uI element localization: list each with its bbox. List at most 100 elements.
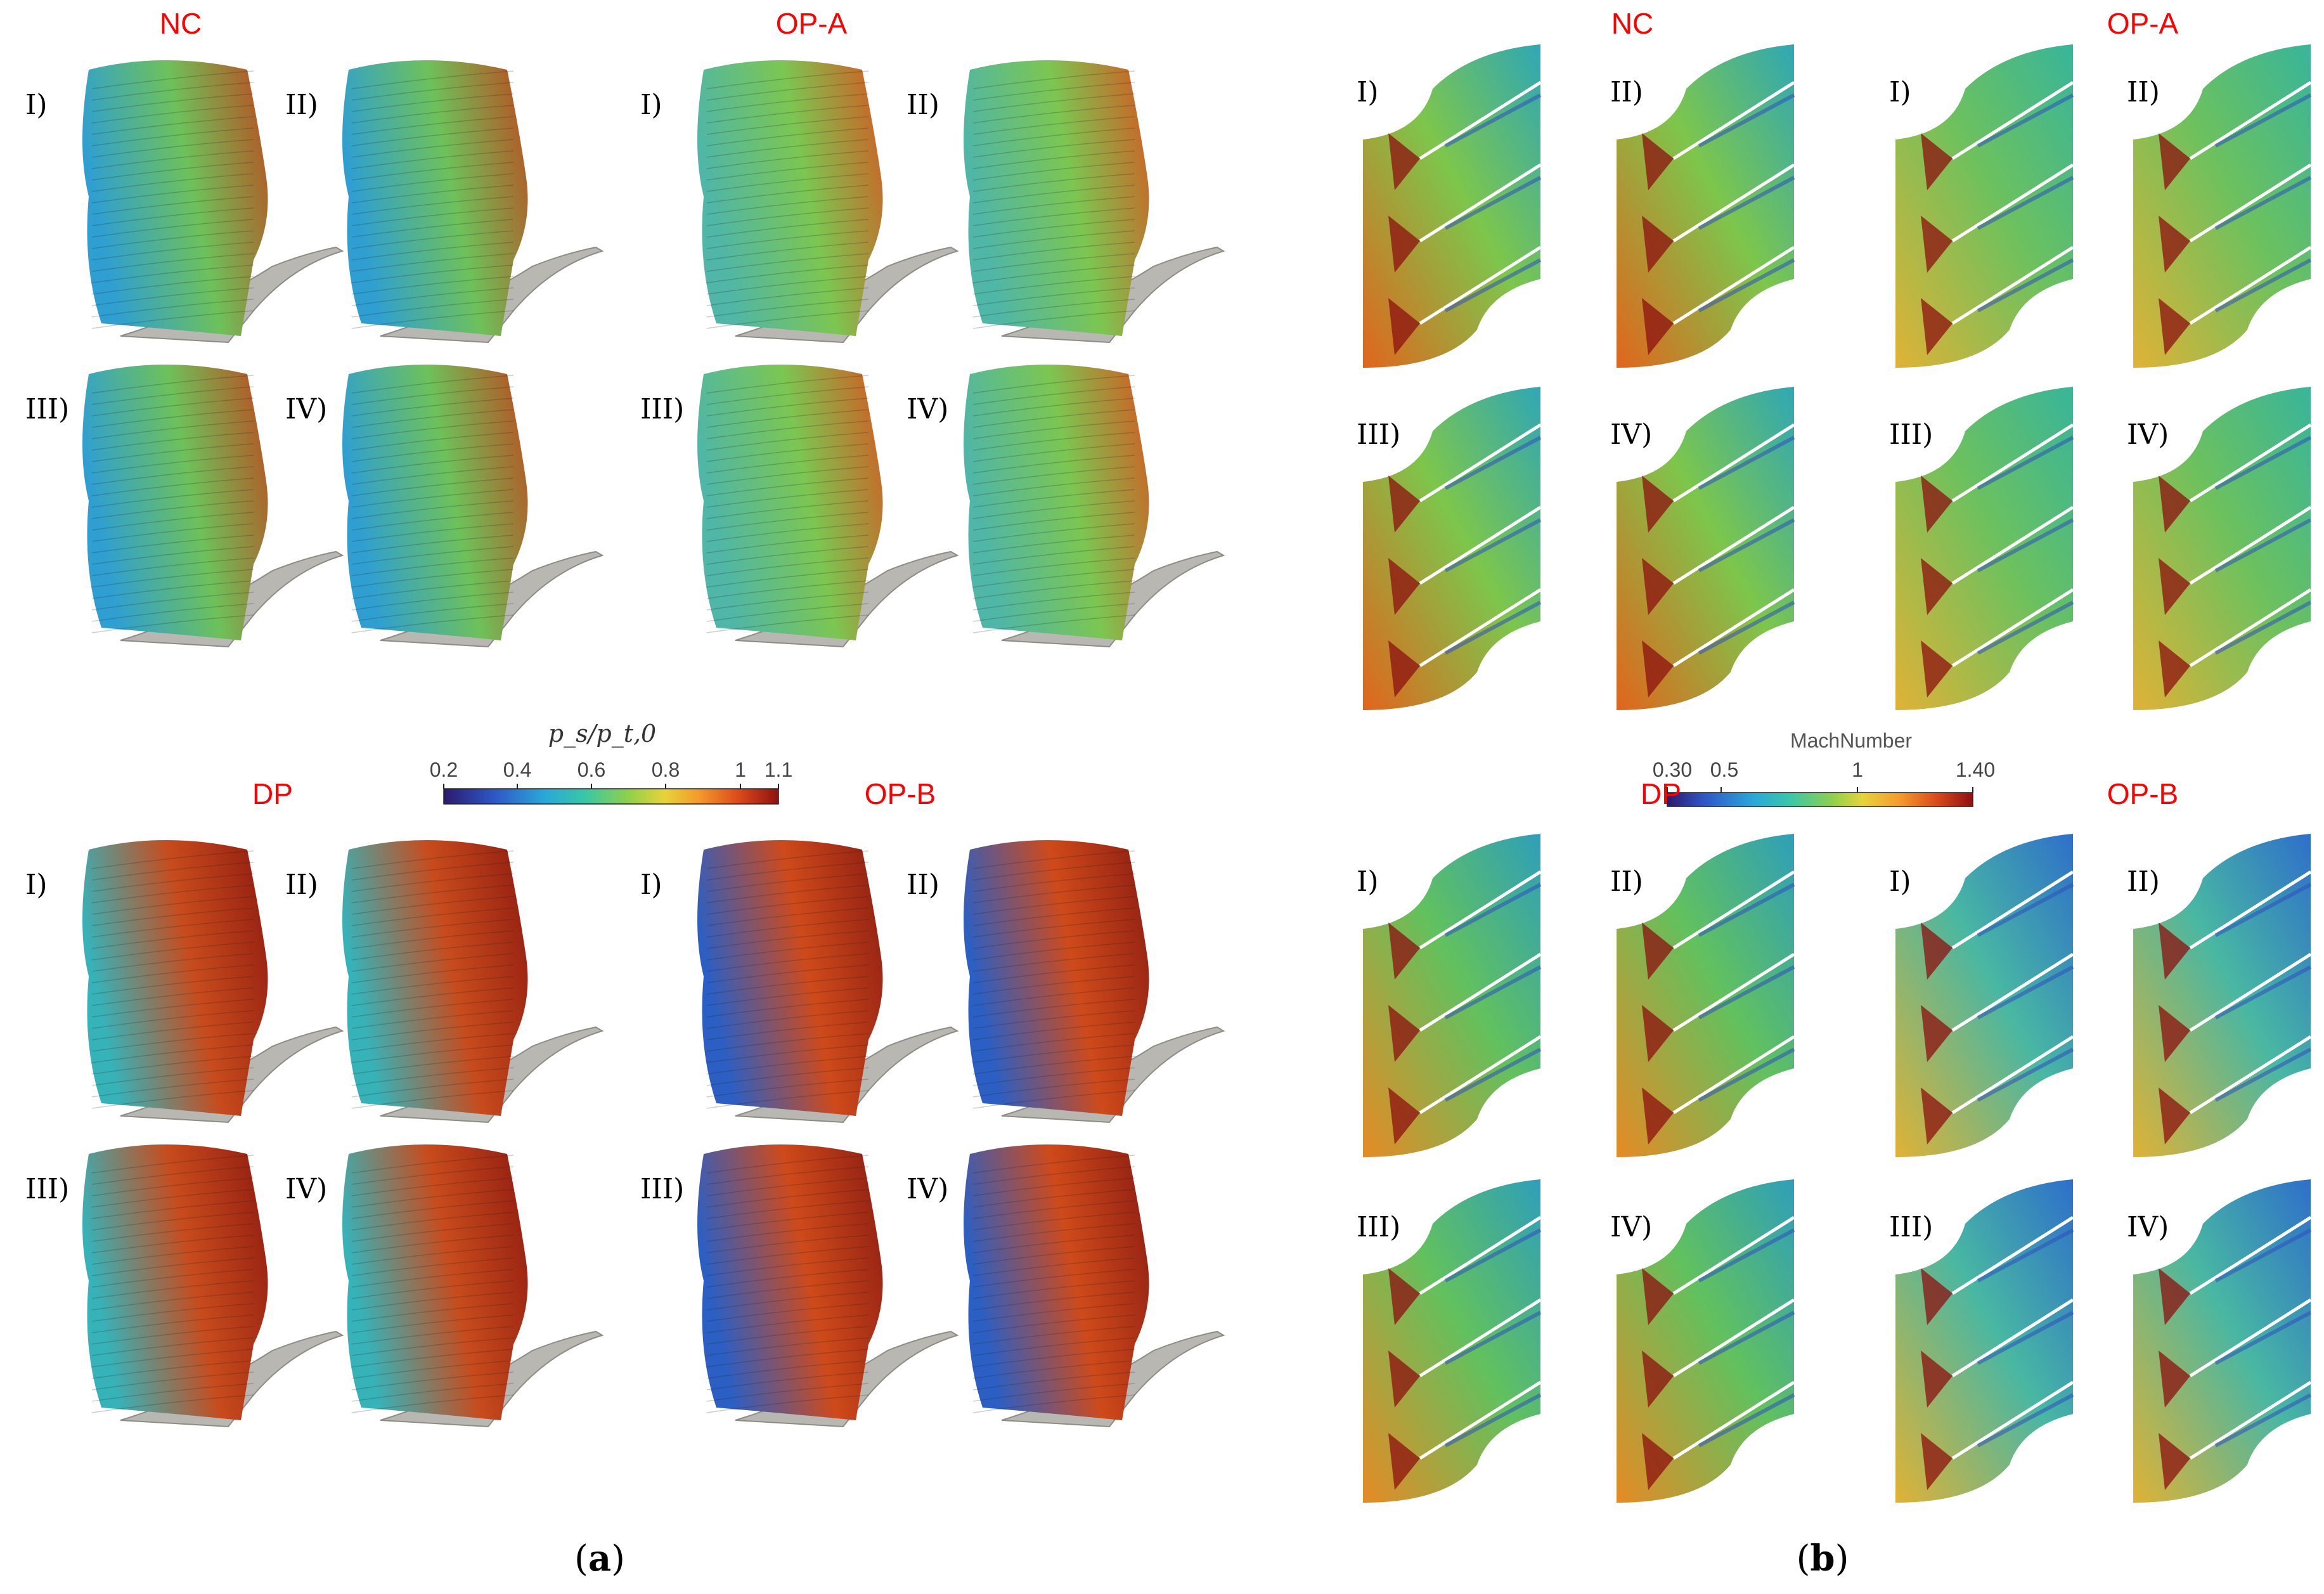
colorbar-a-tick-label: 1.1 <box>764 758 793 781</box>
shock-region <box>1642 216 1674 273</box>
shock-region <box>2159 216 2190 273</box>
wake <box>2214 1047 2312 1102</box>
wake <box>1977 965 2074 1020</box>
wake <box>1977 1311 2074 1365</box>
mach-contour-plot <box>2133 834 2312 1157</box>
colorbar-b-gradient <box>1667 792 1973 807</box>
shock-region <box>1921 216 1953 273</box>
streamline <box>351 512 514 531</box>
shock-region <box>1388 476 1420 533</box>
streamline <box>706 999 869 1018</box>
wake <box>1444 436 1542 490</box>
streamline <box>91 1212 254 1231</box>
colorbar-b-title-text: MachNumber <box>1790 729 1913 752</box>
streamline <box>972 162 1135 181</box>
streamline <box>91 139 254 158</box>
streamline <box>351 375 514 394</box>
blade-cut <box>1419 1298 1542 1378</box>
streamline <box>91 1246 254 1265</box>
subplot-label-b: II) <box>2127 76 2160 108</box>
passage-domain <box>1617 834 1794 1157</box>
streamline <box>351 230 514 249</box>
streamline <box>91 512 254 531</box>
streamline <box>91 287 254 306</box>
blade-surface-plot <box>82 365 344 648</box>
streamline <box>972 93 1135 112</box>
group-title-b-0: NC <box>1611 7 1654 40</box>
blade-cut <box>1672 163 1795 243</box>
colorbar-a-tick-label: 0.6 <box>577 758 606 781</box>
blade-cut <box>1419 588 1542 668</box>
mach-contour-plot <box>1363 44 1542 368</box>
streamline <box>972 1090 1135 1109</box>
streamline <box>706 299 869 318</box>
streamline <box>91 162 254 181</box>
streamline <box>706 127 869 146</box>
blade-cut <box>1419 1380 1542 1460</box>
streamline <box>91 907 254 926</box>
blade-cut <box>2189 1298 2312 1378</box>
subplot-label-b: II) <box>1610 865 1643 898</box>
shock-region <box>1388 923 1420 980</box>
blade-cut <box>2189 245 2312 325</box>
streamline <box>91 196 254 215</box>
streamline <box>706 1257 869 1276</box>
streamline <box>351 196 514 215</box>
wake <box>2214 176 2312 230</box>
streamline <box>91 500 254 519</box>
mach-contour-plot <box>2133 1179 2312 1503</box>
streamline <box>972 1010 1135 1029</box>
colorbar-a-title: p_s/p_t,0 <box>520 720 685 748</box>
wake <box>1698 93 1795 148</box>
streamline <box>972 500 1135 519</box>
streamline <box>972 455 1135 474</box>
streamline <box>351 1044 514 1063</box>
passage-domain <box>1363 1179 1540 1503</box>
wake <box>1698 1311 1795 1365</box>
wake <box>1444 1047 1542 1102</box>
shock-region <box>1921 298 1953 355</box>
blade-cut <box>1419 505 1542 585</box>
wake <box>2214 518 2312 573</box>
streamline <box>351 207 514 226</box>
streamline <box>706 432 869 451</box>
wake <box>1698 965 1795 1020</box>
wake <box>2214 1393 2312 1448</box>
blade-cut <box>1672 81 1795 160</box>
streamline <box>91 443 254 462</box>
streamline <box>91 569 254 588</box>
passage-domain <box>1363 44 1540 368</box>
wake <box>1698 883 1795 937</box>
shock-region <box>1642 476 1674 533</box>
blade-cut <box>2189 163 2312 243</box>
wake <box>2214 965 2312 1020</box>
streamline <box>351 1166 514 1185</box>
subplot-label-a: IV) <box>285 393 328 425</box>
shock-region <box>2159 1433 2190 1490</box>
streamline <box>91 1280 254 1299</box>
shock-region <box>1921 558 1953 615</box>
blade-surface-plot <box>964 60 1225 344</box>
streamline <box>351 500 514 519</box>
streamline <box>972 375 1135 394</box>
streamline <box>706 976 869 995</box>
streamline <box>706 375 869 394</box>
streamline <box>351 557 514 576</box>
blade-cut <box>2189 1035 2312 1115</box>
streamline <box>706 1090 869 1109</box>
shock-region <box>1642 1005 1674 1062</box>
passage-domain <box>2133 834 2311 1157</box>
streamline <box>972 420 1135 439</box>
streamline <box>351 1234 514 1254</box>
colorbar-a <box>443 784 779 805</box>
blade-cut <box>2189 952 2312 1032</box>
shock-region <box>1642 1433 1674 1490</box>
streamline <box>351 546 514 565</box>
streamline <box>972 942 1135 961</box>
passage-domain <box>2133 387 2311 710</box>
streamline <box>972 1371 1135 1390</box>
streamline <box>91 1269 254 1288</box>
shock-region <box>1388 1433 1420 1490</box>
streamline <box>706 264 869 283</box>
streamline <box>91 580 254 599</box>
